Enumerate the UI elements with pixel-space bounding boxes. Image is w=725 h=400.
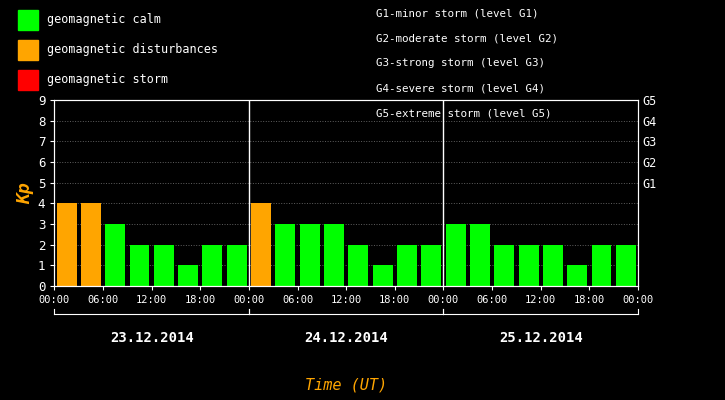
Text: 24.12.2014: 24.12.2014 bbox=[304, 331, 388, 345]
Bar bbox=[592, 245, 611, 286]
Text: 25.12.2014: 25.12.2014 bbox=[499, 331, 583, 345]
Text: G3-strong storm (level G3): G3-strong storm (level G3) bbox=[376, 58, 544, 68]
Bar bbox=[518, 245, 539, 286]
Bar bbox=[324, 224, 344, 286]
Bar bbox=[276, 224, 295, 286]
Bar bbox=[397, 245, 417, 286]
Text: G1-minor storm (level G1): G1-minor storm (level G1) bbox=[376, 9, 538, 19]
Y-axis label: Kp: Kp bbox=[16, 182, 33, 204]
Bar bbox=[470, 224, 490, 286]
Bar bbox=[57, 203, 77, 286]
Text: Time (UT): Time (UT) bbox=[305, 377, 388, 392]
Bar bbox=[446, 224, 465, 286]
Text: 23.12.2014: 23.12.2014 bbox=[109, 331, 194, 345]
Bar bbox=[349, 245, 368, 286]
Text: G4-severe storm (level G4): G4-severe storm (level G4) bbox=[376, 83, 544, 93]
Bar bbox=[616, 245, 636, 286]
Bar bbox=[178, 265, 198, 286]
Bar bbox=[81, 203, 101, 286]
Bar bbox=[373, 265, 393, 286]
Bar bbox=[421, 245, 442, 286]
Text: G5-extreme storm (level G5): G5-extreme storm (level G5) bbox=[376, 108, 551, 118]
Bar bbox=[494, 245, 514, 286]
Bar bbox=[567, 265, 587, 286]
Bar bbox=[299, 224, 320, 286]
Text: geomagnetic calm: geomagnetic calm bbox=[47, 14, 161, 26]
Bar bbox=[130, 245, 149, 286]
Bar bbox=[251, 203, 271, 286]
Bar bbox=[543, 245, 563, 286]
Bar bbox=[154, 245, 174, 286]
Text: geomagnetic disturbances: geomagnetic disturbances bbox=[47, 44, 218, 56]
Bar bbox=[202, 245, 223, 286]
Text: G2-moderate storm (level G2): G2-moderate storm (level G2) bbox=[376, 34, 558, 44]
Bar bbox=[227, 245, 247, 286]
Bar bbox=[105, 224, 125, 286]
Text: geomagnetic storm: geomagnetic storm bbox=[47, 74, 168, 86]
